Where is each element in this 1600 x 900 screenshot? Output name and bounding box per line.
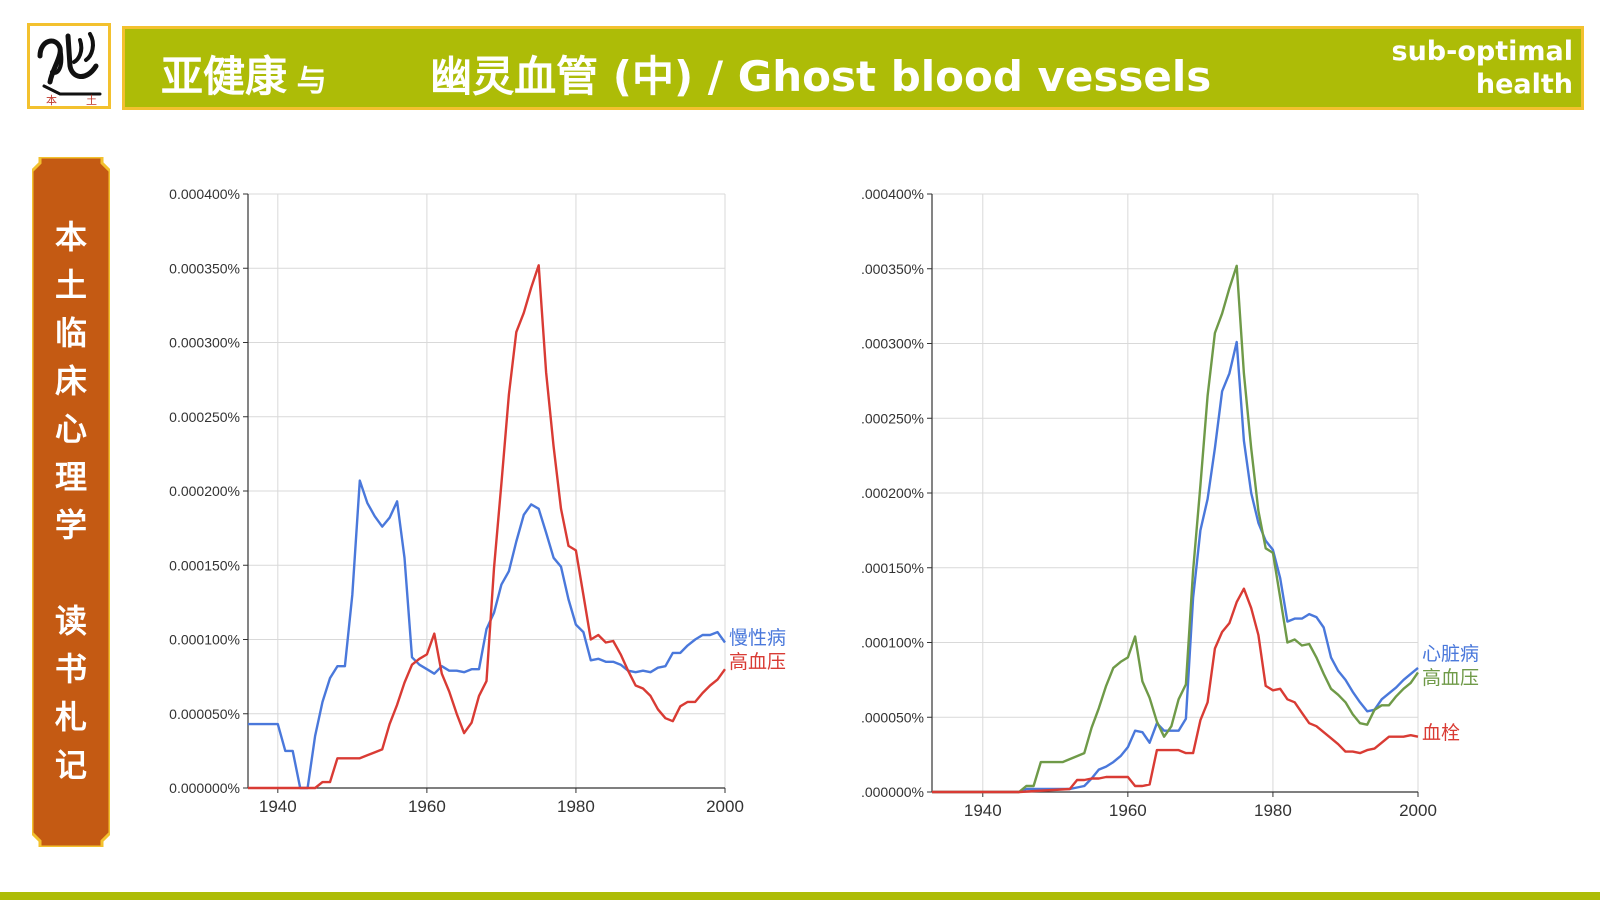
chart-left-svg: 0.000000% 0.000050% 0.000100% 0.000150% 0.00… (169, 186, 786, 816)
page-subtitle: sub-optimal health (1392, 35, 1573, 101)
sidebar-char: 本 (54, 218, 87, 256)
series-label-1: 高血压 (729, 651, 786, 673)
sidebar-banner: 本 土 临 床 心 理 学 读 书 札 记 (32, 157, 110, 857)
sidebar-char: 读 (54, 602, 87, 640)
y-tick-label: 0.000350% (862, 261, 924, 277)
y-tick-label: 0.000250% (862, 410, 924, 426)
series-line-0 (932, 340, 1419, 794)
y-tick-label: 0.000300% (862, 336, 924, 352)
series-label-1: 高血压 (1422, 667, 1479, 689)
series-line-2 (932, 587, 1419, 794)
sidebar-char: 床 (54, 362, 87, 400)
x-tick-label: 1960 (1109, 801, 1147, 820)
y-tick-label: 0.000200% (169, 483, 240, 499)
series-line-1 (248, 264, 726, 790)
x-tick-label: 2000 (706, 797, 744, 816)
x-tick-label: 1980 (1254, 801, 1292, 820)
sidebar-char: 书 (54, 650, 87, 688)
y-tick-label: 0.000300% (169, 335, 240, 351)
y-tick-label: 0.000150% (169, 557, 240, 573)
sidebar-char: 札 (54, 698, 87, 736)
title-part1: 亚健康 (161, 52, 288, 101)
subtitle-line1: sub-optimal (1391, 36, 1573, 67)
y-tick-label: 0.000400% (169, 186, 240, 202)
x-tick-label: 1940 (964, 801, 1002, 820)
series-label-2: 血栓 (1422, 722, 1460, 744)
logo-label-right: 土 (86, 94, 97, 106)
sidebar-char: 记 (54, 746, 87, 784)
subtitle-line2: health (1475, 69, 1573, 100)
sidebar-text: 本 土 临 床 心 理 学 读 书 札 记 (32, 213, 110, 789)
series-label-0: 心脏病 (1422, 643, 1479, 665)
y-tick-label: 0.000200% (862, 485, 924, 501)
logo: 本 土 (27, 23, 111, 109)
chart-right-svg: 0.000000% 0.000050% 0.000100% 0.000150% 0.00… (853, 186, 1479, 820)
logo-glyph-icon: 本 土 (37, 32, 102, 106)
x-tick-label: 1980 (557, 797, 595, 816)
sidebar-char: 土 (54, 266, 87, 304)
y-tick-label: 0.000100% (169, 632, 240, 648)
logo-label-left: 本 (46, 93, 57, 106)
series-line-1 (932, 264, 1419, 794)
y-tick-label: 0.000050% (169, 706, 240, 722)
y-tick-label: 0.000350% (169, 260, 240, 276)
sidebar-char: 心 (54, 410, 87, 448)
sidebar-char: 理 (54, 458, 87, 496)
x-tick-label: 1960 (408, 797, 446, 816)
page-title: 亚健康 与 幽灵血管 (中) / Ghost blood vessels (161, 43, 1211, 104)
y-tick-label: 0.000050% (862, 709, 924, 725)
sidebar-char: 临 (54, 314, 87, 352)
y-tick-label: 0.000000% (862, 784, 924, 800)
x-tick-label: 1940 (259, 797, 297, 816)
y-tick-label: 0.000100% (862, 635, 924, 651)
y-tick-label: 0.000250% (169, 409, 240, 425)
y-tick-label: 0.000150% (862, 560, 924, 576)
series-label-0: 慢性病 (729, 627, 786, 649)
chart-left: 0.000000% 0.000050% 0.000100% 0.000150% 0.00… (168, 182, 818, 832)
x-tick-label: 2000 (1399, 801, 1437, 820)
bottom-bar (0, 892, 1600, 900)
y-tick-label: 0.000000% (169, 780, 240, 796)
series-line-0 (248, 479, 726, 790)
title-part2: 与 (296, 64, 327, 99)
y-tick-label: 0.000400% (862, 186, 924, 202)
title-part3: 幽灵血管 (中) / Ghost blood vessels (430, 52, 1212, 101)
header-bar: 亚健康 与 幽灵血管 (中) / Ghost blood vessels sub… (122, 26, 1584, 110)
chart-right: 0.000000% 0.000050% 0.000100% 0.000150% 0.00… (853, 182, 1512, 832)
banner-shape (32, 157, 110, 847)
sidebar-char: 学 (54, 506, 87, 544)
